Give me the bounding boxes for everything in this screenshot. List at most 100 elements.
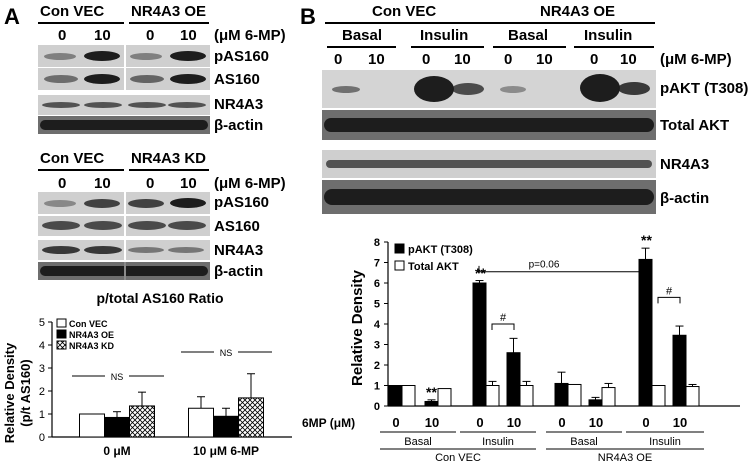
panel-b-dose-8: 10: [620, 51, 637, 68]
chart-b-hash-bracket: [657, 296, 681, 304]
panel-b-group-con: Con VEC: [372, 3, 437, 20]
chart-b-x-prefix: 6MP (μM): [302, 416, 355, 430]
chart-b-y-tick-label: 6: [374, 278, 380, 290]
chart-a-legend-label: NR4A3 OE: [69, 330, 114, 340]
panel-b-cond-4: Insulin: [584, 27, 633, 44]
chart-b-bar: [472, 282, 487, 407]
panel-b-cond-underline-2: [411, 46, 484, 48]
panel-b-dose-1: 0: [334, 51, 343, 68]
chart-b-x-label: 0: [558, 415, 565, 430]
chart-a-x-label: 0 μM: [103, 444, 130, 458]
blot-a-mid-actin: [38, 262, 210, 280]
chart-b-group-label: NR4A3 OE: [598, 452, 652, 464]
chart-a-legend-swatch: [56, 340, 67, 350]
panel-b-dose-5: 0: [504, 51, 513, 68]
row-label-b-actin: β-actin: [660, 190, 710, 207]
chart-b-legend-swatch: [394, 260, 405, 271]
row-label-b-total-akt: Total AKT: [660, 117, 730, 134]
chart-b-bar: [651, 385, 666, 407]
chart-b-bar: [506, 352, 521, 407]
chart-b-y-tick-label: 2: [374, 360, 380, 372]
chart-b-hash-label: #: [500, 312, 507, 324]
chart-a-bar: [213, 415, 239, 438]
blot-a-mid-nr4a3: [38, 240, 210, 260]
chart-b-y-tick-label: 8: [374, 237, 380, 249]
row-label-b-pakt: pAKT (T308): [660, 80, 748, 97]
chart-b-bar: [485, 385, 500, 407]
panel-b-dose-unit: (μM 6-MP): [660, 51, 732, 68]
chart-b-hash-bracket: [491, 323, 515, 330]
panel-b-cond-underline-1: [327, 46, 396, 48]
chart-b-bar: [554, 382, 569, 407]
chart-b-legend-label: Total AKT: [408, 261, 459, 273]
chart-a-bar: [129, 405, 155, 438]
panel-b-group-underline: [325, 22, 655, 24]
chart-b-significance-stars: **: [641, 232, 652, 248]
row-label-a-mid-pas160: pAS160: [214, 194, 270, 211]
chart-a-y-tick-label: 3: [39, 363, 45, 375]
chart-a: p/total AS160 Ratio Relative Density (p/…: [2, 290, 292, 458]
panel-a-mid-underline-kd: [129, 169, 209, 171]
chart-a-legend-label: Con VEC: [69, 319, 108, 329]
panel-a-top-dose-3: 0: [146, 27, 155, 44]
chart-b-group-label: Con VEC: [435, 452, 481, 464]
row-label-a-top-nr4a3: NR4A3: [214, 96, 264, 113]
panel-b-letter: B: [300, 4, 316, 29]
chart-b-hash-label: #: [666, 285, 673, 297]
blot-a-top-nr4a3: [38, 95, 210, 115]
chart-b-y-tick-label: 3: [374, 340, 380, 352]
chart-b-significance-stars: **: [475, 265, 486, 281]
chart-b-pvalue-label: p=0.06: [529, 260, 560, 271]
blot-a-top-pas160: [38, 45, 210, 67]
chart-b-bar: [388, 385, 403, 407]
row-label-a-mid-nr4a3: NR4A3: [214, 242, 264, 259]
chart-a-x-label: 10 μM 6-MP: [193, 444, 259, 458]
chart-b-pvalue-bracket: [478, 265, 646, 280]
chart-a-bar: [238, 397, 264, 438]
chart-a-ylabel-line-1: Relative Density: [2, 342, 17, 443]
panel-a-top-dose-2: 10: [94, 27, 111, 44]
panel-a-mid-dose-1: 0: [58, 175, 67, 192]
chart-b-significance-stars: **: [426, 384, 437, 400]
chart-b-condition-label: Insulin: [649, 436, 681, 448]
chart-a-y-tick-label: 1: [39, 409, 45, 421]
panel-b-cond-underline-4: [574, 46, 654, 48]
panel-a-top-dose-4: 10: [180, 27, 197, 44]
panel-a-mid-dose-unit: (μM 6-MP): [214, 175, 286, 192]
chart-b-y-tick-label: 4: [374, 319, 381, 331]
row-label-a-top-actin: β-actin: [214, 117, 264, 134]
blot-b-total-akt: [322, 110, 656, 140]
panel-b-cond-3: Basal: [508, 27, 549, 44]
panel-a-top-underline-oe: [129, 22, 209, 24]
chart-b-bar: [519, 385, 534, 407]
chart-a-bar: [188, 407, 214, 438]
chart-a-ns-label: NS: [220, 348, 233, 358]
panel-a-top-group-con: Con VEC: [40, 3, 105, 20]
panel-b-cond-1: Basal: [342, 27, 383, 44]
chart-b-bar: [424, 400, 439, 407]
panel-a-mid-group-kd: NR4A3 KD: [131, 150, 207, 167]
chart-b-bar: [601, 387, 616, 407]
chart-b: Relative Density 0 1 2 3 4 5 6 7 8 pAKT (T308) To…: [302, 232, 740, 464]
panel-a-mid-underline-con: [38, 169, 124, 171]
panel-a-letter: A: [4, 4, 20, 29]
row-label-a-top-pas160: pAS160: [214, 48, 270, 65]
panel-b-group-oe: NR4A3 OE: [540, 3, 616, 20]
panel-b-dose-3: 0: [422, 51, 431, 68]
blot-b-nr4a3: [322, 150, 656, 178]
chart-b-y-tick-label: 0: [374, 401, 380, 413]
panel-a-top-group-oe: NR4A3 OE: [131, 3, 207, 20]
chart-a-ns-label: NS: [111, 372, 124, 382]
chart-a-y-tick-label: 0: [39, 432, 45, 444]
chart-b-y-tick-label: 7: [374, 258, 380, 270]
panel-a-mid-dose-4: 10: [180, 175, 197, 192]
chart-b-bar: [685, 386, 700, 407]
chart-b-bar: [401, 385, 416, 407]
chart-b-x-label: 10: [589, 415, 603, 430]
chart-b-bar: [437, 388, 452, 407]
chart-b-x-label: 0: [642, 415, 649, 430]
chart-a-legend-swatch: [56, 318, 67, 328]
panel-b-dose-6: 10: [536, 51, 553, 68]
chart-a-y-tick-label: 5: [39, 317, 45, 329]
panel-a-top-dose-unit: (μM 6-MP): [214, 27, 286, 44]
